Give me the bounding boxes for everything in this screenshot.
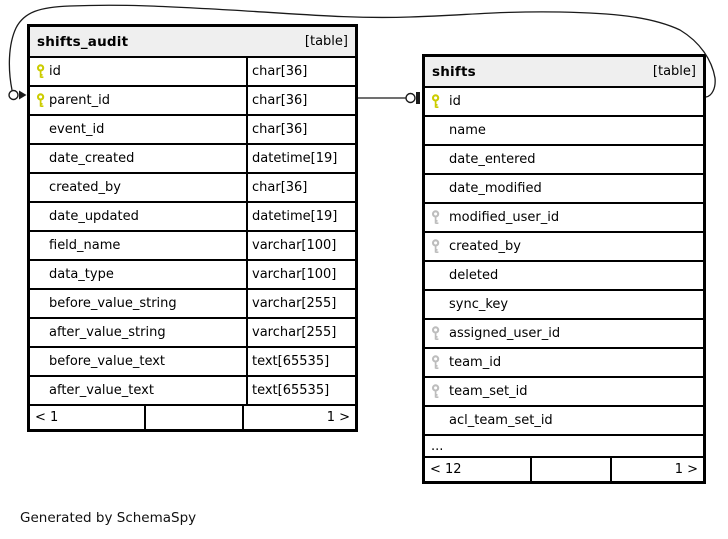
foreign-key-icon — [431, 354, 441, 371]
related-count-right: 1 > — [610, 458, 703, 481]
column-name: id — [49, 64, 61, 79]
table-row: date_entered — [425, 144, 703, 173]
column-name: date_modified — [449, 181, 542, 196]
cardinality-tee-icon — [416, 92, 420, 104]
table-title: shifts — [432, 63, 476, 80]
table-row: id — [425, 86, 703, 115]
generated-by-label: Generated by SchemaSpy — [20, 510, 197, 526]
table-row: before_value_string varchar[255] — [30, 288, 355, 317]
column-type: char[36] — [252, 122, 308, 137]
table-row: before_value_text text[65535] — [30, 346, 355, 375]
table-row: id char[36] — [30, 56, 355, 85]
column-name: team_set_id — [449, 384, 528, 399]
table-row: date_created datetime[19] — [30, 143, 355, 172]
foreign-key-icon — [431, 383, 441, 400]
column-name: assigned_user_id — [449, 326, 561, 341]
table-row: data_type varchar[100] — [30, 259, 355, 288]
arrowhead-icon — [19, 90, 27, 100]
table-row: after_value_string varchar[255] — [30, 317, 355, 346]
table-row: date_updated datetime[19] — [30, 201, 355, 230]
column-name: data_type — [49, 267, 114, 282]
column-name: created_by — [449, 239, 521, 254]
table-shifts-audit: shifts_audit [table] id char[36] parent_… — [27, 24, 358, 432]
column-type: varchar[255] — [252, 325, 337, 340]
column-type: char[36] — [252, 64, 308, 79]
column-type: varchar[100] — [252, 267, 337, 282]
table-row: name — [425, 115, 703, 144]
cardinality-circle-icon — [8, 89, 19, 101]
table-row: acl_team_set_id — [425, 405, 703, 434]
primary-key-icon — [36, 63, 46, 80]
table-row: sync_key — [425, 289, 703, 318]
column-name: modified_user_id — [449, 210, 560, 225]
table-row: team_id — [425, 347, 703, 376]
table-type-badge: [table] — [652, 64, 696, 79]
footer-spacer — [144, 406, 242, 429]
table-row: field_name varchar[100] — [30, 230, 355, 259]
column-type: datetime[19] — [252, 209, 338, 224]
column-type: varchar[255] — [252, 296, 337, 311]
related-count-left: < 1 — [35, 410, 59, 425]
primary-key-icon — [36, 92, 46, 109]
primary-key-icon — [431, 93, 441, 110]
column-name: after_value_string — [49, 325, 166, 340]
column-name: before_value_string — [49, 296, 177, 311]
column-type: datetime[19] — [252, 151, 338, 166]
footer-spacer — [530, 458, 610, 481]
table-row: modified_user_id — [425, 202, 703, 231]
cardinality-circle-icon — [405, 92, 416, 104]
column-name: date_updated — [49, 209, 139, 224]
table-row: parent_id char[36] — [30, 85, 355, 114]
column-name: team_id — [449, 355, 502, 370]
column-name: after_value_text — [49, 383, 154, 398]
column-name: created_by — [49, 180, 121, 195]
table-header: shifts [table] — [425, 57, 703, 86]
table-title: shifts_audit — [37, 33, 129, 50]
column-name: name — [449, 123, 486, 138]
column-type: char[36] — [252, 93, 308, 108]
table-row: event_id char[36] — [30, 114, 355, 143]
column-name: sync_key — [449, 297, 509, 312]
table-row: deleted — [425, 260, 703, 289]
column-name: parent_id — [49, 93, 110, 108]
column-name: before_value_text — [49, 354, 166, 369]
table-row: assigned_user_id — [425, 318, 703, 347]
column-name: deleted — [449, 268, 499, 283]
table-header: shifts_audit [table] — [30, 27, 355, 56]
foreign-key-icon — [431, 325, 441, 342]
column-name: date_created — [49, 151, 135, 166]
column-type: text[65535] — [252, 354, 330, 369]
foreign-key-icon — [431, 209, 441, 226]
related-count-right: 1 > — [242, 406, 355, 429]
related-count-left: < 12 — [430, 462, 462, 477]
column-name: acl_team_set_id — [449, 413, 553, 428]
table-row: created_by char[36] — [30, 172, 355, 201]
column-name: field_name — [49, 238, 121, 253]
truncation-ellipsis: ... — [431, 438, 444, 454]
table-row: after_value_text text[65535] — [30, 375, 355, 404]
column-name: id — [449, 94, 461, 109]
column-name: event_id — [49, 122, 105, 137]
table-type-badge: [table] — [304, 34, 348, 49]
table-row: created_by — [425, 231, 703, 260]
column-type: varchar[100] — [252, 238, 337, 253]
column-type: text[65535] — [252, 383, 330, 398]
table-shifts: shifts [table] id name date_entered date… — [422, 54, 706, 484]
table-footer: < 12 1 > — [425, 456, 703, 481]
column-type: char[36] — [252, 180, 308, 195]
table-row: date_modified — [425, 173, 703, 202]
truncation-row: ... — [425, 434, 703, 456]
foreign-key-icon — [431, 238, 441, 255]
column-name: date_entered — [449, 152, 536, 167]
table-footer: < 1 1 > — [30, 404, 355, 429]
table-row: team_set_id — [425, 376, 703, 405]
